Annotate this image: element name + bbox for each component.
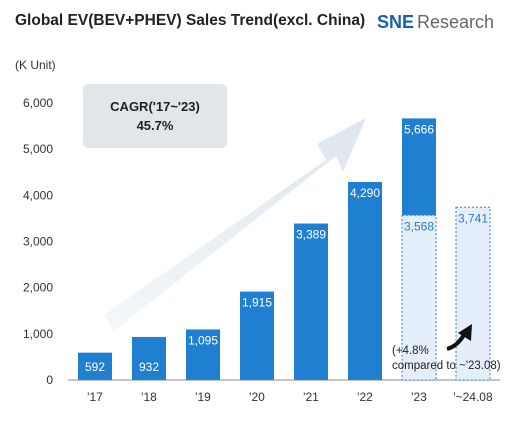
x-tick-label: '20 — [249, 390, 265, 404]
annotation-layer: CAGR('17~'23) 45.7% (+4.8% compared to ~'23… — [83, 84, 501, 372]
data-label: 4,290 — [350, 186, 380, 200]
chart-title: Global EV(BEV+PHEV) Sales Trend(excl. Ch… — [15, 12, 366, 29]
logo-mark: SNE — [376, 12, 414, 32]
sne-research-logo: SNE Research — [377, 12, 494, 33]
data-label: 932 — [139, 360, 159, 374]
growth-note-arrowhead — [458, 324, 472, 341]
bar-partial — [455, 206, 491, 381]
growth-note-line1: (+4.8% — [392, 345, 429, 357]
label-layer: 592 932 1,095 1,915 3,389 4,290 5,666 3,568 3,74… — [85, 122, 488, 374]
data-label: 1,915 — [242, 296, 272, 310]
bar-layer — [78, 118, 491, 381]
cagr-value: 45.7% — [137, 118, 174, 133]
axis-layer: 0 1,000 2,000 3,000 4,000 5,000 6,000 '17 '18 '19… — [23, 96, 500, 404]
x-tick-label: '17 — [87, 390, 103, 404]
y-tick-label: 3,000 — [23, 235, 53, 249]
cagr-period: CAGR('17~'23) — [110, 99, 200, 114]
data-label: 5,666 — [404, 122, 434, 136]
bar — [78, 352, 112, 380]
x-tick-label: '23 — [411, 390, 427, 404]
y-tick-label: 0 — [46, 373, 53, 387]
data-label: 3,741 — [458, 211, 488, 225]
x-tick-label: '21 — [303, 390, 319, 404]
bar — [294, 223, 328, 380]
logo-word: Research — [416, 12, 494, 32]
data-label: 1,095 — [188, 333, 218, 347]
y-tick-label: 1,000 — [23, 327, 53, 341]
y-tick-label: 2,000 — [23, 281, 53, 295]
data-label: 592 — [85, 360, 105, 374]
data-label: 3,389 — [296, 228, 326, 242]
bar — [132, 336, 166, 380]
unit-label: (K Unit) — [15, 58, 56, 72]
y-tick-label: 4,000 — [23, 188, 53, 202]
growth-arrow — [104, 118, 366, 331]
x-tick-label: '~24.08 — [453, 390, 493, 404]
y-tick-label: 5,000 — [23, 142, 53, 156]
growth-note-line2: compared to ~'23.08) — [392, 360, 501, 372]
background-layer — [104, 118, 366, 331]
x-tick-label: '22 — [357, 390, 373, 404]
bar — [240, 291, 274, 380]
bar — [186, 329, 220, 380]
x-tick-label: '19 — [195, 390, 211, 404]
data-label: 3,568 — [404, 219, 434, 233]
cagr-box — [83, 84, 227, 148]
y-tick-label: 6,000 — [23, 96, 53, 110]
x-tick-label: '18 — [141, 390, 157, 404]
bar — [348, 181, 382, 380]
bar-partial — [401, 214, 437, 381]
